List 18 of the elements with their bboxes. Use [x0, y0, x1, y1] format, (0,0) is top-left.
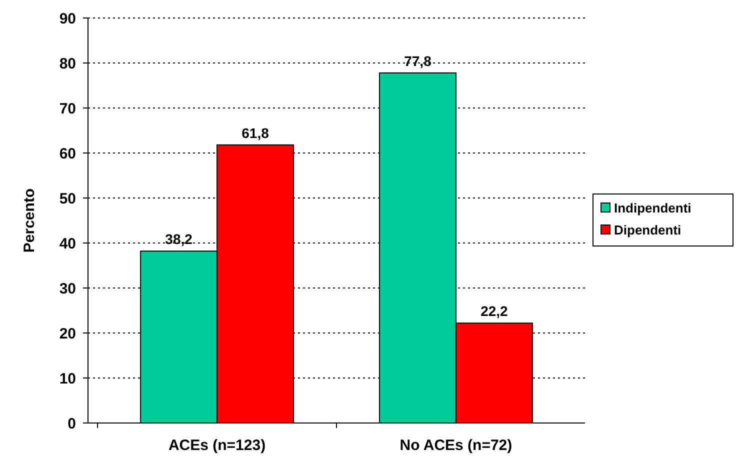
y-tick-label: 50: [59, 190, 76, 208]
data-label: 22,2: [480, 303, 508, 320]
legend-label: Dipendenti: [614, 222, 682, 238]
y-tick-label: 70: [59, 100, 76, 118]
y-tick-label: 30: [59, 280, 76, 298]
y-tick-label: 40: [59, 235, 76, 252]
y-tick-label: 90: [59, 10, 76, 28]
legend-label: Indipendenti: [614, 200, 692, 216]
y-axis-title: Percento: [21, 188, 38, 253]
x-tick-label: No ACEs (n=72): [400, 437, 512, 454]
data-label: 77,8: [404, 52, 432, 69]
y-tick-label: 0: [68, 415, 76, 432]
y-tick-label: 80: [59, 55, 76, 72]
y-tick-label: 10: [59, 370, 76, 388]
y-tick-label: 60: [59, 145, 76, 162]
x-tick-label: ACEs (n=123): [168, 437, 266, 454]
y-tick-label: 20: [59, 325, 76, 342]
data-label: 61,8: [242, 124, 270, 141]
